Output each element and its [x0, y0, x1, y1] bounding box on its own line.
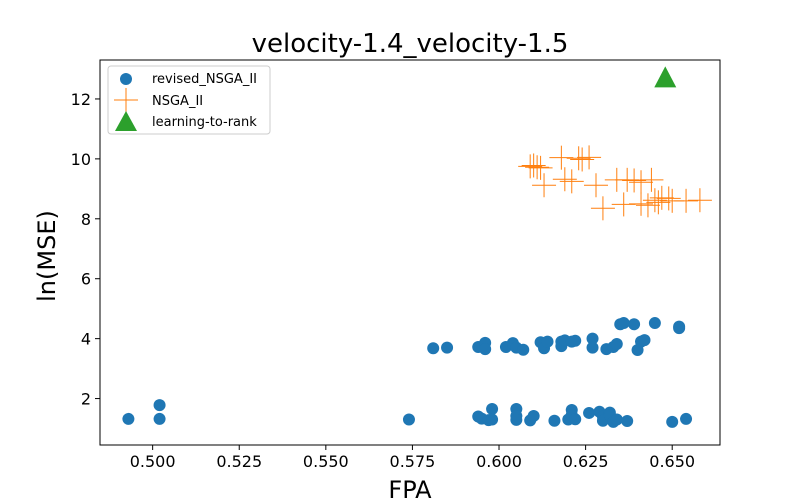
point-revised-nsga-ii — [586, 341, 599, 354]
plot-area — [122, 66, 712, 428]
point-nsga-ii — [622, 168, 647, 193]
point-revised-nsga-ii — [517, 343, 530, 356]
point-revised-nsga-ii — [479, 343, 492, 356]
legend-box — [107, 65, 271, 135]
point-revised-nsga-ii — [621, 415, 634, 428]
point-nsga-ii — [656, 186, 681, 211]
point-nsga-ii — [528, 155, 553, 180]
point-learning-to-rank — [654, 66, 677, 88]
point-nsga-ii — [611, 192, 636, 217]
point-revised-nsga-ii — [548, 414, 561, 427]
y-tick-label: 6 — [81, 270, 91, 289]
legend-marker-nsga-ii — [114, 88, 138, 112]
point-revised-nsga-ii — [617, 317, 630, 330]
y-tick-label: 12 — [71, 90, 91, 109]
chart-title: velocity-1.4_velocity-1.5 — [252, 29, 569, 59]
x-tick-label: 0.550 — [303, 452, 349, 471]
point-nsga-ii — [518, 154, 543, 179]
point-revised-nsga-ii — [527, 409, 540, 422]
point-nsga-ii — [577, 145, 602, 170]
x-axis-label: FPA — [388, 476, 432, 500]
point-nsga-ii — [674, 188, 699, 213]
point-revised-nsga-ii — [648, 317, 661, 330]
point-revised-nsga-ii — [586, 332, 599, 345]
y-axis-label: ln(MSE) — [33, 210, 61, 302]
legend-marker-learning-to-rank — [115, 111, 137, 131]
x-tick-label: 0.600 — [476, 452, 522, 471]
point-nsga-ii — [584, 173, 608, 198]
y-axis-ticks: 2 4 6 8 10 12 — [71, 90, 100, 409]
x-tick-label: 0.500 — [130, 452, 176, 471]
point-revised-nsga-ii — [610, 338, 623, 351]
point-nsga-ii — [521, 153, 546, 178]
point-nsga-ii — [525, 155, 550, 180]
point-nsga-ii — [646, 190, 671, 215]
point-nsga-ii — [549, 145, 574, 170]
point-revised-nsga-ii — [153, 412, 166, 425]
legend: revised_NSGA_II NSGA_II learning-to-rank — [107, 65, 271, 135]
x-tick-label: 0.650 — [649, 452, 695, 471]
legend-label-nsga-ii: NSGA_II — [152, 94, 203, 109]
axes-frame — [99, 59, 721, 446]
x-tick-label: 0.525 — [216, 452, 262, 471]
point-revised-nsga-ii — [610, 413, 623, 426]
legend-label-learning-to-rank: learning-to-rank — [152, 115, 257, 130]
point-revised-nsga-ii — [569, 413, 582, 426]
point-nsga-ii — [590, 196, 615, 221]
point-revised-nsga-ii — [638, 334, 651, 347]
y-tick-label: 10 — [71, 150, 91, 169]
point-revised-nsga-ii — [122, 412, 135, 425]
x-axis-ticks: 0.500 0.525 0.550 0.575 0.600 0.625 0.650 — [130, 445, 695, 471]
y-tick-label: 8 — [81, 210, 91, 229]
point-nsga-ii — [629, 170, 654, 195]
point-revised-nsga-ii — [153, 399, 166, 412]
point-revised-nsga-ii — [510, 413, 523, 426]
point-revised-nsga-ii — [402, 413, 415, 426]
point-nsga-ii — [559, 169, 584, 194]
point-nsga-ii — [629, 191, 654, 216]
point-revised-nsga-ii — [680, 412, 693, 425]
point-nsga-ii — [687, 188, 712, 213]
y-tick-label: 4 — [81, 330, 91, 349]
point-revised-nsga-ii — [666, 415, 679, 428]
point-nsga-ii — [566, 146, 591, 171]
point-revised-nsga-ii — [583, 406, 596, 419]
point-nsga-ii — [552, 167, 577, 192]
point-nsga-ii — [570, 147, 595, 172]
point-revised-nsga-ii — [569, 334, 582, 347]
point-nsga-ii — [532, 173, 557, 198]
point-revised-nsga-ii — [427, 342, 440, 355]
point-revised-nsga-ii — [486, 403, 499, 416]
x-tick-label: 0.625 — [563, 452, 609, 471]
point-revised-nsga-ii — [486, 413, 499, 426]
point-nsga-ii — [615, 167, 640, 192]
point-revised-nsga-ii — [541, 335, 554, 348]
legend-label-revised-nsga-ii: revised_NSGA_II — [152, 72, 257, 87]
x-tick-label: 0.575 — [390, 452, 436, 471]
point-nsga-ii — [639, 167, 664, 192]
point-revised-nsga-ii — [441, 341, 454, 354]
point-revised-nsga-ii — [673, 322, 686, 335]
point-nsga-ii — [642, 188, 667, 213]
y-tick-label: 2 — [81, 390, 91, 409]
point-nsga-ii — [635, 193, 660, 218]
point-nsga-ii — [649, 185, 674, 210]
point-revised-nsga-ii — [628, 318, 641, 331]
legend-marker-revised-nsga-ii — [120, 73, 132, 85]
